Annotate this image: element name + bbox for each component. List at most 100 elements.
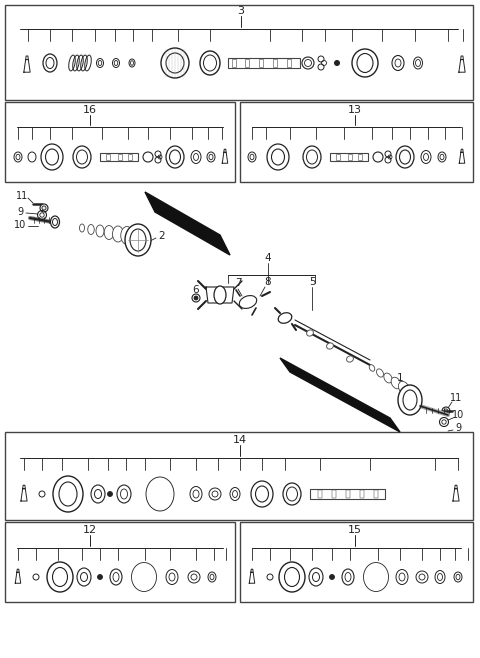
Ellipse shape — [454, 572, 462, 582]
Bar — [5, 5, 473, 100]
Bar — [330, 153, 368, 161]
Ellipse shape — [154, 486, 167, 502]
Ellipse shape — [283, 483, 301, 505]
Ellipse shape — [403, 390, 417, 410]
Text: 11: 11 — [16, 191, 28, 201]
Ellipse shape — [53, 476, 83, 512]
Circle shape — [329, 574, 335, 580]
Text: 13: 13 — [348, 105, 362, 115]
Polygon shape — [455, 485, 457, 489]
Polygon shape — [222, 152, 228, 163]
Ellipse shape — [121, 226, 133, 245]
Ellipse shape — [326, 343, 334, 349]
Bar — [374, 490, 378, 498]
Ellipse shape — [146, 477, 174, 511]
Text: 15: 15 — [348, 525, 362, 535]
Ellipse shape — [214, 286, 226, 304]
Bar — [336, 154, 340, 160]
Ellipse shape — [347, 356, 353, 362]
Bar — [287, 59, 291, 67]
Bar — [259, 59, 263, 67]
Ellipse shape — [50, 216, 60, 228]
Ellipse shape — [384, 373, 392, 383]
Text: 3: 3 — [238, 6, 244, 16]
Ellipse shape — [435, 570, 445, 584]
Circle shape — [188, 571, 200, 583]
Ellipse shape — [88, 224, 94, 234]
Ellipse shape — [279, 562, 305, 592]
Polygon shape — [280, 358, 400, 432]
Text: 12: 12 — [83, 525, 97, 535]
Polygon shape — [15, 572, 21, 583]
Ellipse shape — [406, 386, 418, 401]
Bar — [346, 490, 350, 498]
Ellipse shape — [255, 486, 268, 502]
Ellipse shape — [96, 225, 104, 237]
Polygon shape — [459, 60, 465, 72]
Bar — [348, 154, 352, 160]
Ellipse shape — [138, 570, 150, 584]
Bar — [358, 154, 362, 160]
Ellipse shape — [59, 482, 77, 506]
Ellipse shape — [156, 489, 164, 499]
Ellipse shape — [136, 567, 152, 586]
Circle shape — [442, 407, 450, 415]
Polygon shape — [251, 569, 253, 572]
Text: 8: 8 — [264, 277, 271, 287]
Bar — [273, 59, 277, 67]
Ellipse shape — [91, 485, 105, 503]
Text: 14: 14 — [233, 435, 247, 445]
Polygon shape — [145, 192, 230, 255]
Circle shape — [267, 574, 273, 580]
Bar — [245, 59, 249, 67]
Ellipse shape — [134, 565, 154, 589]
Polygon shape — [224, 149, 226, 152]
Polygon shape — [249, 572, 255, 583]
Ellipse shape — [278, 313, 292, 323]
Circle shape — [39, 491, 45, 497]
Text: 5: 5 — [309, 277, 315, 287]
Polygon shape — [21, 489, 27, 501]
Text: 1: 1 — [396, 373, 403, 383]
Text: 9: 9 — [17, 207, 23, 217]
Ellipse shape — [230, 488, 240, 501]
Ellipse shape — [369, 365, 375, 371]
Circle shape — [108, 492, 112, 497]
Ellipse shape — [77, 568, 91, 586]
Bar — [232, 59, 236, 67]
Circle shape — [97, 574, 103, 580]
Text: 16: 16 — [83, 105, 97, 115]
Ellipse shape — [342, 569, 354, 585]
Bar — [318, 490, 322, 498]
Ellipse shape — [190, 486, 202, 501]
Ellipse shape — [309, 568, 323, 586]
Bar — [360, 490, 364, 498]
Bar — [5, 522, 235, 602]
Circle shape — [416, 571, 428, 583]
Ellipse shape — [130, 229, 146, 251]
Bar — [128, 154, 132, 160]
Text: 10: 10 — [14, 220, 26, 230]
Bar — [100, 153, 138, 161]
Polygon shape — [24, 60, 30, 72]
Text: 11: 11 — [450, 393, 462, 403]
Ellipse shape — [52, 567, 68, 586]
Bar — [5, 432, 473, 520]
Ellipse shape — [251, 481, 273, 507]
Ellipse shape — [368, 567, 384, 586]
Ellipse shape — [208, 572, 216, 582]
Text: 10: 10 — [452, 410, 464, 420]
Ellipse shape — [366, 565, 386, 589]
Circle shape — [335, 61, 339, 66]
Text: 2: 2 — [159, 231, 165, 241]
Polygon shape — [461, 149, 463, 152]
Text: 7: 7 — [235, 278, 241, 288]
Ellipse shape — [110, 569, 122, 585]
Ellipse shape — [132, 563, 156, 592]
Bar — [240, 522, 473, 602]
Ellipse shape — [376, 369, 384, 377]
Ellipse shape — [104, 226, 114, 240]
Polygon shape — [206, 287, 234, 303]
Bar — [118, 154, 122, 160]
Ellipse shape — [151, 483, 169, 505]
